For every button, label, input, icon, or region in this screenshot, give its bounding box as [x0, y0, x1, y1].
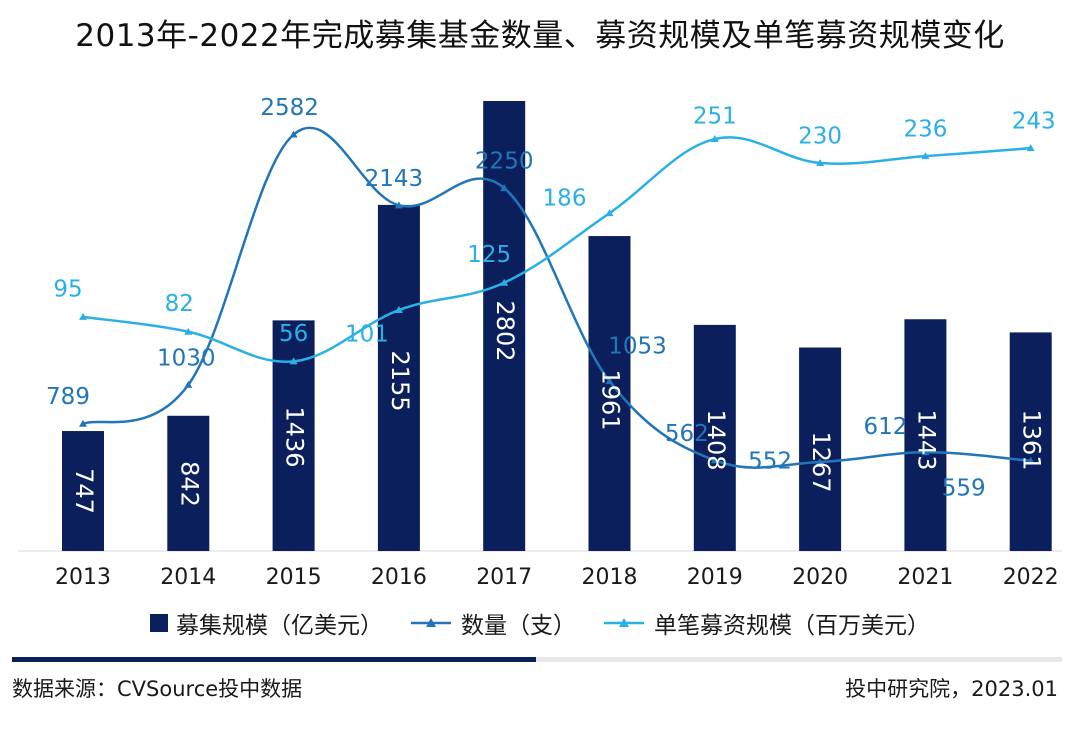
legend-item-count: 数量（支） [409, 606, 576, 640]
legend-item-avg-size: 单笔募资规模（百万美元） [602, 606, 930, 640]
bar-2019 [693, 324, 736, 551]
combo-chart: 747 842 1436 2155 2802 1961 1408 1267 1443 1361 78… [18, 95, 1062, 590]
x-tick-2013: 2013 [55, 565, 111, 590]
bar-2021 [904, 319, 947, 551]
avg-label-2022: 243 [1012, 109, 1056, 135]
avg-label-2020: 230 [798, 124, 842, 150]
x-tick-2020: 2020 [792, 565, 848, 590]
bar-label-2015: 1436 [281, 406, 309, 467]
avg-label-2017: 125 [467, 242, 511, 268]
x-tick-2015: 2015 [266, 565, 322, 590]
bar-2013 [62, 431, 104, 551]
count-line [82, 126, 1031, 469]
bar-label-2022: 1361 [1018, 409, 1046, 470]
legend-line-swatch-avg [604, 618, 644, 627]
count-label-2019: 562 [665, 421, 709, 447]
avg-size-line [82, 136, 1031, 363]
bar-label-2019: 1408 [702, 409, 730, 470]
count-point-2014 [184, 380, 193, 388]
x-tick-2014: 2014 [160, 565, 216, 590]
count-point-2017 [500, 184, 509, 192]
legend: 募集规模（亿美元） 数量（支） 单笔募资规模（百万美元） [0, 606, 1080, 640]
avg-label-2016: 101 [345, 322, 389, 348]
avg-label-2018: 186 [543, 186, 587, 212]
avg-label-2015: 56 [279, 321, 308, 347]
count-point-2015 [289, 130, 298, 138]
avg-size-point-2014 [184, 327, 193, 335]
bar-2014 [167, 415, 210, 551]
count-label-2013: 789 [46, 384, 90, 410]
credit-note: 投中研究院，2023.01 [845, 677, 1058, 701]
count-label-2022: 559 [942, 475, 986, 501]
bar-label-2014: 842 [175, 461, 203, 507]
avg-label-2019: 251 [693, 104, 737, 130]
bar-2020 [799, 347, 842, 551]
x-tick-2021: 2021 [897, 565, 953, 590]
bar-label-2016: 2155 [386, 350, 414, 411]
source-note: 数据来源：CVSource投中数据 [12, 677, 303, 701]
legend-label-count: 数量（支） [461, 613, 576, 639]
count-point-2021 [921, 448, 930, 456]
avg-size-point-2022 [1026, 144, 1035, 152]
avg-size-point-2018 [605, 209, 614, 217]
avg-size-point-2019 [710, 135, 719, 143]
avg-label-2013: 95 [53, 276, 82, 302]
legend-label-funds-size: 募集规模（亿美元） [176, 613, 383, 639]
avg-size-point-2016 [394, 306, 403, 314]
count-label-2014: 1030 [157, 345, 216, 371]
x-tick-2018: 2018 [582, 565, 638, 590]
avg-size-point-2017 [500, 278, 509, 286]
bar-label-2018: 1961 [597, 369, 625, 430]
x-tick-2019: 2019 [687, 565, 743, 590]
avg-size-point-2015 [289, 357, 298, 365]
count-point-2022 [1026, 456, 1035, 464]
bar-label-2021: 1443 [912, 409, 940, 470]
avg-size-point-2020 [816, 159, 825, 166]
count-label-2021: 612 [863, 414, 907, 440]
x-tick-2017: 2017 [476, 565, 532, 590]
legend-label-avg-size: 单笔募资规模（百万美元） [654, 613, 930, 639]
count-point-2018 [605, 377, 614, 385]
bar-2022 [1009, 332, 1052, 551]
avg-size-point-2021 [921, 152, 930, 160]
count-label-2015: 2582 [260, 95, 319, 121]
bar-2018 [588, 236, 631, 551]
bar-2016 [377, 204, 420, 551]
count-point-2019 [710, 456, 719, 464]
legend-item-funds-size: 募集规模（亿美元） [150, 606, 383, 640]
bar-label-2013: 747 [70, 468, 98, 514]
chart-title: 2013年-2022年完成募集基金数量、募资规模及单笔募资规模变化 [75, 18, 1005, 54]
count-label-2016: 2143 [365, 166, 424, 192]
footer-divider [12, 657, 1062, 662]
count-point-2016 [394, 201, 403, 209]
x-tick-2016: 2016 [371, 565, 427, 590]
avg-label-2021: 236 [903, 117, 947, 143]
legend-line-swatch-count [411, 618, 451, 627]
count-label-2018: 1053 [608, 334, 667, 360]
bar-2017 [483, 101, 526, 551]
count-point-2020 [816, 457, 825, 465]
avg-label-2014: 82 [165, 291, 194, 317]
count-label-2020: 552 [748, 448, 792, 474]
bar-label-2020: 1267 [807, 431, 835, 492]
legend-bar-swatch [150, 614, 168, 632]
bar-label-2017: 2802 [491, 300, 519, 361]
avg-size-point-2013 [79, 312, 87, 320]
x-tick-2022: 2022 [1003, 565, 1059, 590]
count-label-2017: 2250 [475, 149, 534, 175]
count-point-2013 [79, 419, 87, 427]
